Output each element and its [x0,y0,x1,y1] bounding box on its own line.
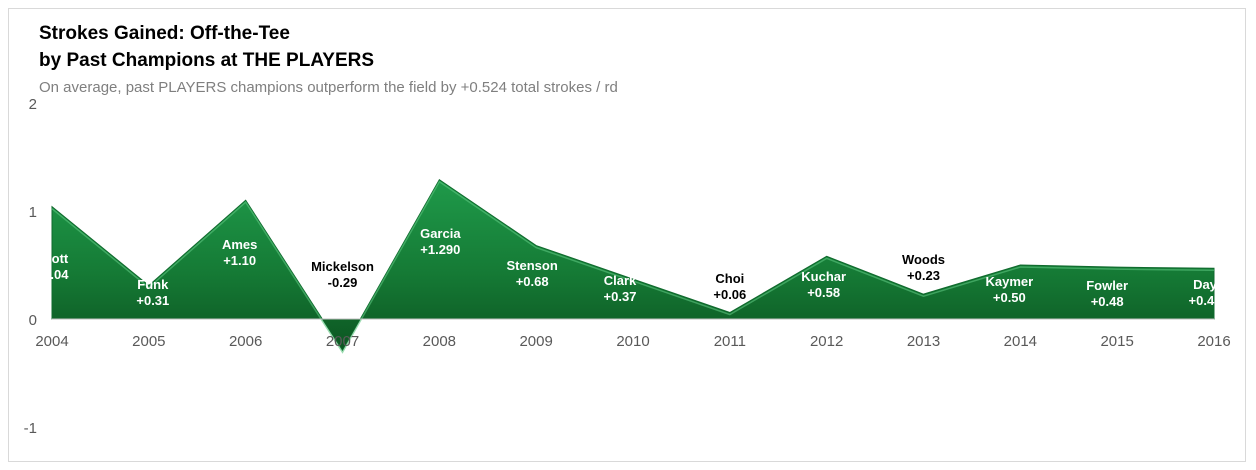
data-label-value: +1.10 [223,253,256,268]
data-label-value: +0.58 [807,285,840,300]
data-label-player: Ames [222,237,257,252]
data-label-player: Funk [137,277,169,292]
x-tick-label: 2006 [229,333,262,350]
data-label-value: +0.47 [1189,293,1222,308]
data-label-value: +0.68 [516,274,549,289]
x-tick-label: 2005 [132,333,165,350]
area-series [51,178,1215,352]
data-label-value: +0.06 [713,287,746,302]
chart-title: Strokes Gained: Off-the-Tee [39,23,290,44]
y-tick-label: 0 [29,312,37,329]
y-tick-label: 1 [29,204,37,221]
x-tick-label: 2004 [35,333,68,350]
x-tick-label: 2009 [519,333,552,350]
chart-frame [8,8,1246,462]
data-label-player: Choi [715,271,744,286]
chart-subtitle: On average, past PLAYERS champions outpe… [39,79,618,96]
data-label-value: +0.50 [993,290,1026,305]
x-tick-label: 2013 [907,333,940,350]
data-label-player: Clark [604,273,637,288]
y-tick-label: -1 [24,420,37,437]
x-tick-label: 2007 [326,333,359,350]
data-label-player: Stenson [507,258,558,273]
data-label-value: +0.31 [136,293,169,308]
chart-title-line2: by Past Champions at THE PLAYERS [39,50,375,71]
y-tick-label: 2 [29,96,37,113]
data-label-player: Kuchar [801,269,846,284]
data-label-player: Fowler [1086,278,1128,293]
data-label-player: Scott [36,251,69,266]
data-label-value: +0.48 [1091,294,1124,309]
data-label-player: Woods [902,252,945,267]
x-tick-label: 2014 [1004,333,1037,350]
x-tick-label: 2016 [1197,333,1230,350]
data-label-value: +1.04 [36,267,70,282]
x-tick-label: 2010 [616,333,649,350]
x-tick-label: 2011 [714,333,746,350]
x-tick-label: 2008 [423,333,456,350]
data-label-player: Garcia [420,226,461,241]
data-label-player: Mickelson [311,259,374,274]
data-label-value: +0.37 [604,289,637,304]
x-tick-label: 2015 [1100,333,1133,350]
data-label-player: Kaymer [985,274,1033,289]
area-highlight [51,180,1215,354]
data-label-value: +1.290 [420,242,460,257]
data-label-value: -0.29 [328,275,358,290]
data-label-player: Day [1193,277,1218,292]
data-label-value: +0.23 [907,268,940,283]
x-tick-label: 2012 [810,333,843,350]
